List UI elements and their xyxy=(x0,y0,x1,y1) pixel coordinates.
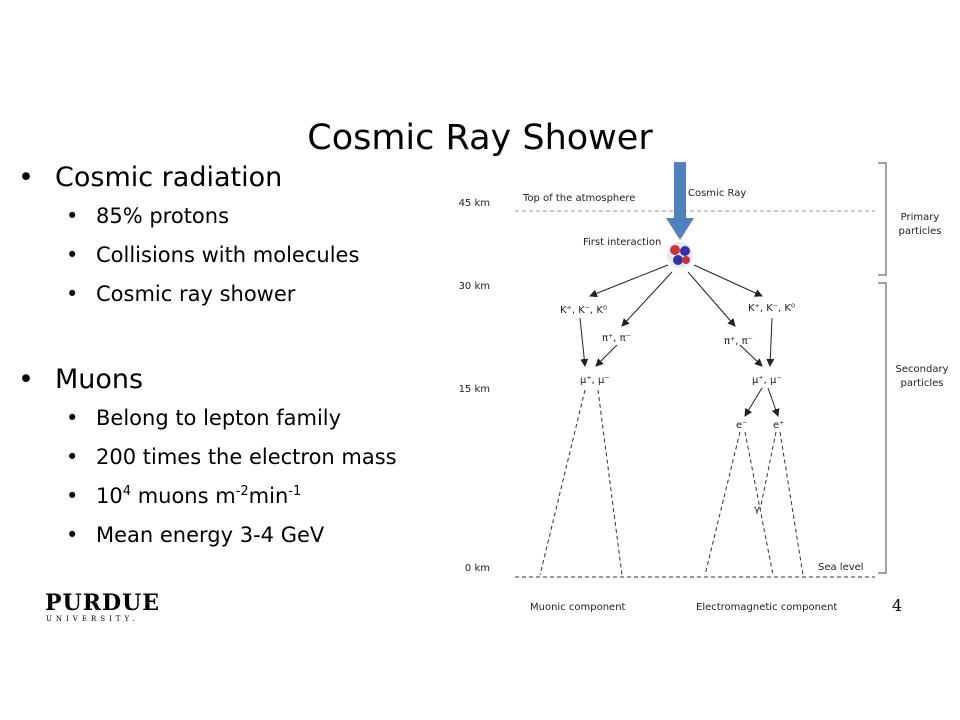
logo-name: PURDUE xyxy=(45,590,161,616)
label: Electromagnetic component xyxy=(696,602,837,613)
sub-bullet: Collisions with molecules xyxy=(96,243,360,267)
bullet-dot: • xyxy=(66,484,79,508)
slide-title: Cosmic Ray Shower xyxy=(307,118,653,158)
sub-bullet: Mean energy 3-4 GeV xyxy=(96,523,325,547)
altitude-label: 0 km xyxy=(465,563,490,574)
particle: K⁺, K⁻, K⁰ xyxy=(560,305,607,316)
sub-bullet: Cosmic ray shower xyxy=(96,282,296,306)
particle: μ⁺, μ⁻ xyxy=(580,375,610,386)
arrows xyxy=(579,264,780,417)
label: First interaction xyxy=(583,237,661,248)
text-part: 10 xyxy=(96,484,123,508)
particle: π⁺, π⁻ xyxy=(602,333,631,344)
superscript: -2 xyxy=(235,484,249,499)
brackets xyxy=(878,162,887,574)
particle: K⁺, K⁻, K⁰ xyxy=(748,303,795,314)
altitude-label: 15 km xyxy=(459,384,490,395)
bullet-dot: • xyxy=(66,282,79,306)
superscript: 4 xyxy=(122,484,132,499)
label: Top of the atmosphere xyxy=(522,193,635,204)
levels xyxy=(515,210,875,578)
label: Cosmic Ray xyxy=(688,188,746,199)
bullet-dot: • xyxy=(18,364,34,395)
sub-bullet: 200 times the electron mass xyxy=(96,445,397,469)
secondary-label: Secondary xyxy=(896,364,949,375)
particle: μ⁺, μ⁻ xyxy=(752,375,782,386)
bullet-dot: • xyxy=(66,445,79,469)
text-part: muons m xyxy=(131,484,236,508)
sub-bullet: 85% protons xyxy=(96,204,230,228)
altitude-label: 30 km xyxy=(459,281,490,292)
sub-bullet: Belong to lepton family xyxy=(96,406,342,430)
altitude-label: 45 km xyxy=(459,198,490,209)
particle: e⁺ xyxy=(773,420,784,431)
bullet-dot: • xyxy=(66,523,79,547)
particle: γ xyxy=(754,504,760,515)
superscript: -1 xyxy=(288,484,302,499)
particle: e⁻ xyxy=(736,420,747,431)
bullet-dot: • xyxy=(66,204,79,228)
primary-label: Primary xyxy=(901,212,940,223)
particle: π⁺, π⁻ xyxy=(724,336,753,347)
sub-bullet: 104 muons m-2min-1 xyxy=(96,484,301,508)
text-part: min xyxy=(248,484,289,508)
bullet: Cosmic radiation xyxy=(55,162,283,193)
bullet-dot: • xyxy=(18,162,34,193)
label: Sea level xyxy=(818,562,864,573)
bullet-dot: • xyxy=(66,243,79,267)
logo-sub: UNIVERSITY. xyxy=(46,615,139,623)
bullet: Muons xyxy=(55,364,144,395)
cones xyxy=(539,389,804,576)
label: Muonic component xyxy=(530,602,626,613)
bullet-dot: • xyxy=(66,406,79,430)
cosmic-ray-arrow xyxy=(666,162,694,240)
nucleus xyxy=(667,242,693,268)
page-number: 4 xyxy=(892,596,903,615)
primary-label: particles xyxy=(899,226,942,237)
secondary-label: particles xyxy=(901,378,944,389)
